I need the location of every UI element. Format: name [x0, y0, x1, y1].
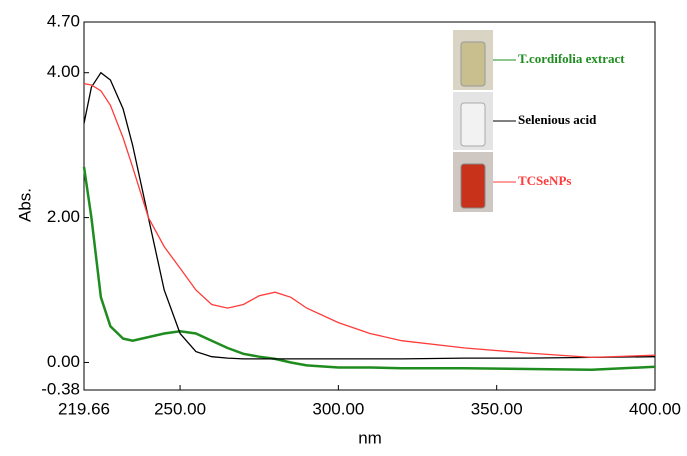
x-tick-label: 250.00: [154, 399, 206, 418]
series-line: [83, 71, 656, 360]
legend-label: TCSeNPs: [518, 173, 571, 188]
x-tick-label: 400.00: [629, 399, 681, 418]
vial: [460, 102, 486, 147]
vials: [453, 30, 493, 212]
y-tick-label: 4.00: [47, 62, 80, 81]
x-axis-title: nm: [358, 428, 382, 447]
y-tick-label: 2.00: [47, 207, 80, 226]
y-axis-title: Abs.: [15, 188, 34, 222]
x-tick-label: 350.00: [471, 399, 523, 418]
legend-label: T.cordifolia extract: [518, 51, 625, 66]
series-line: [83, 82, 656, 359]
y-tick-label: 0.00: [47, 352, 80, 371]
y-tick-label: -0.38: [41, 379, 80, 398]
plot-frame: [83, 21, 656, 391]
x-tick-label: 300.00: [312, 399, 364, 418]
x-tick-label: 219.66: [58, 399, 110, 418]
series-line: [82, 166, 656, 371]
vial: [460, 41, 486, 87]
vial: [460, 163, 486, 209]
legend-label: Selenious acid: [518, 112, 597, 127]
y-tick-label: 4.70: [47, 11, 80, 30]
